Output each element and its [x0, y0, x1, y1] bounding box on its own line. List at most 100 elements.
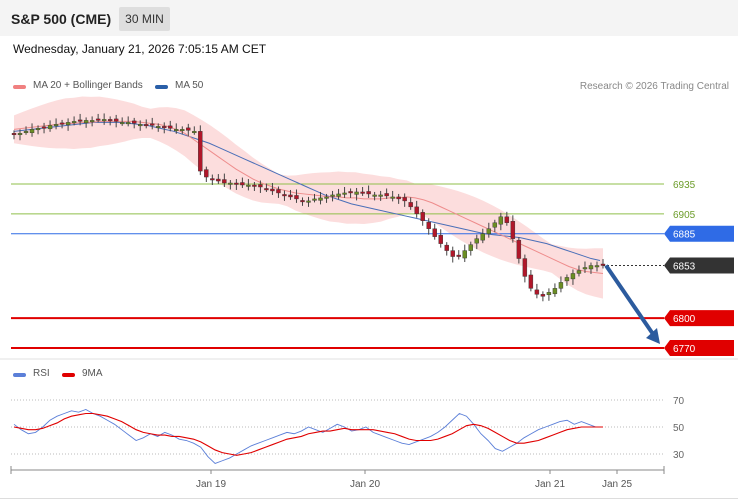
ma20-legend-label: MA 20 + Bollinger Bands	[33, 80, 143, 91]
candle-body	[288, 194, 293, 198]
candle-body	[342, 192, 347, 195]
candle-body	[510, 221, 516, 239]
candle-body	[204, 169, 209, 178]
candle-body	[594, 265, 600, 268]
level-tag-6853	[664, 257, 734, 274]
candle-body	[144, 124, 149, 127]
candle-body	[113, 118, 119, 122]
candle-body	[318, 197, 323, 201]
ma20-line	[13, 120, 604, 274]
timeframe-button[interactable]: 30 MIN	[119, 7, 170, 31]
rsi-series-rsi	[13, 408, 603, 464]
chart-header: S&P 500 (CME) 30 MIN	[0, 0, 738, 36]
candle-body	[35, 128, 41, 131]
candle-body	[522, 258, 528, 277]
date-line: Wednesday, January 21, 2026 7:05:15 AM C…	[13, 42, 267, 56]
candle-body	[312, 198, 317, 201]
candle-body	[372, 194, 377, 197]
frame-bottom-border	[0, 498, 738, 499]
level-label-6770: 6770	[673, 344, 696, 355]
level-tag-6770	[664, 340, 734, 356]
candle-body	[570, 273, 576, 280]
candle-body	[168, 125, 173, 129]
forecast-arrow-shaft	[604, 264, 657, 339]
forecast-arrowhead	[646, 328, 660, 344]
rsi-tick-label: 30	[673, 450, 685, 461]
candle-body	[101, 119, 107, 122]
candle-body	[588, 265, 594, 270]
candle-body	[474, 238, 479, 244]
candle-body	[119, 122, 125, 125]
ma50-legend-swatch	[155, 85, 168, 89]
candle-body	[582, 267, 588, 270]
candle-body	[17, 133, 23, 136]
candle-body	[426, 222, 431, 229]
candle-body	[330, 194, 335, 197]
candle-body	[216, 178, 221, 182]
candle-body	[492, 222, 498, 228]
candle-body	[576, 270, 582, 274]
candle-body	[258, 184, 263, 188]
candle-body	[240, 182, 245, 186]
level-label-6905: 6905	[673, 210, 696, 221]
rsi-tick-label: 50	[673, 423, 685, 434]
candle-body	[540, 294, 546, 297]
candle-body	[486, 228, 492, 234]
candle-body	[336, 193, 341, 197]
candle-body	[468, 244, 473, 251]
candle-body	[504, 216, 510, 223]
candle-body	[390, 196, 395, 199]
candle-body	[83, 120, 89, 124]
candle-body	[41, 126, 47, 129]
candle-body	[396, 196, 401, 200]
candle-body	[564, 277, 570, 282]
candle-body	[150, 123, 155, 126]
time-axis-label: Jan 19	[196, 479, 226, 490]
time-axis-label: Jan 21	[535, 479, 565, 490]
ma50-legend-label: MA 50	[175, 80, 204, 91]
candle-body	[138, 124, 143, 127]
candle-body	[107, 119, 113, 122]
candle-body	[246, 184, 251, 187]
level-label-6853: 6853	[673, 262, 696, 273]
candle-body	[198, 131, 203, 172]
rsi-series-9ma	[13, 412, 603, 456]
candle-body	[71, 121, 77, 124]
candle-body	[264, 188, 269, 191]
ma9-legend-swatch	[62, 373, 75, 377]
rsi-legend-label: RSI	[33, 368, 50, 379]
candle-body	[95, 118, 101, 121]
candle-body	[480, 233, 485, 241]
time-axis-label: Jan 20	[350, 479, 380, 490]
candle-body	[600, 263, 606, 266]
candle-body	[210, 178, 215, 181]
candle-body	[29, 129, 35, 134]
candle-body	[77, 119, 83, 122]
candle-body	[384, 193, 389, 197]
candle-body	[222, 179, 227, 184]
candle-body	[282, 194, 287, 197]
candle-body	[23, 131, 29, 134]
candle-body	[53, 124, 59, 127]
candle-body	[174, 129, 179, 132]
candle-body	[546, 292, 552, 296]
level-label-6800: 6800	[673, 314, 696, 325]
candle-body	[420, 212, 425, 221]
candle-body	[89, 120, 95, 123]
credit-text: Research © 2026 Trading Central	[579, 81, 729, 92]
candle-body	[558, 282, 564, 289]
candle-body	[324, 196, 329, 199]
candle-body	[192, 131, 197, 134]
candle-body	[234, 182, 239, 185]
candle-body	[456, 254, 461, 257]
candle-body	[306, 200, 311, 203]
candle-body	[444, 244, 449, 251]
candle-body	[47, 125, 53, 130]
candle-body	[300, 200, 305, 203]
candle-body	[162, 126, 167, 129]
time-axis-label: Jan 25	[602, 479, 632, 490]
candle-body	[354, 191, 359, 195]
level-tag-6885	[664, 225, 734, 242]
candle-body	[378, 194, 383, 197]
candle-body	[414, 206, 419, 215]
